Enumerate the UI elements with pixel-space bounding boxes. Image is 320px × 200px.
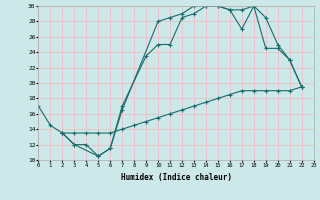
X-axis label: Humidex (Indice chaleur): Humidex (Indice chaleur) — [121, 173, 231, 182]
